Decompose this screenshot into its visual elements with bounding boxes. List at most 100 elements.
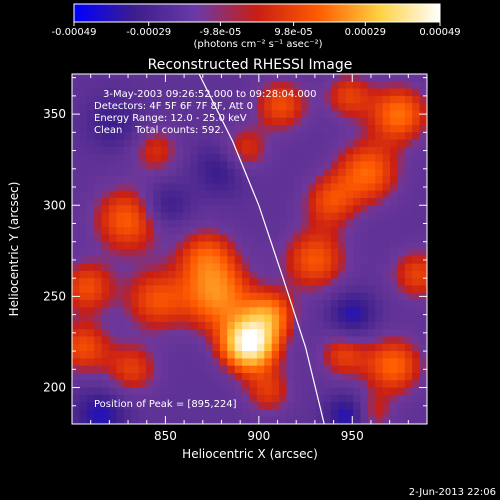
heatmap-cell — [382, 117, 391, 126]
heatmap-cell — [242, 285, 251, 294]
heatmap-cell — [345, 343, 354, 352]
heatmap-cell — [256, 307, 265, 316]
heatmap-cell — [94, 307, 103, 316]
heatmap-cell — [234, 387, 243, 396]
heatmap-cell — [212, 168, 221, 177]
heatmap-cell — [219, 154, 228, 163]
heatmap-cell — [404, 95, 413, 104]
heatmap-cell — [101, 358, 110, 367]
heatmap-cell — [145, 241, 154, 250]
heatmap-cell — [316, 241, 325, 250]
heatmap-cell — [390, 351, 399, 359]
heatmap-cell — [256, 372, 265, 381]
heatmap-cell — [360, 256, 369, 265]
heatmap-cell — [205, 285, 214, 294]
heatmap-cell — [212, 110, 221, 119]
heatmap-cell — [212, 387, 221, 396]
heatmap-cell — [160, 256, 169, 265]
chart-title: Reconstructed RHESSI Image — [148, 57, 353, 73]
heatmap-cell — [293, 176, 302, 184]
heatmap-cell — [390, 394, 399, 403]
heatmap-cell — [353, 95, 362, 104]
heatmap-cell — [338, 263, 347, 272]
heatmap-cell — [249, 205, 258, 214]
heatmap-cell — [242, 394, 251, 403]
heatmap-cell — [219, 146, 228, 155]
heatmap-cell — [175, 380, 184, 389]
heatmap-cell — [108, 402, 117, 411]
heatmap-cell — [94, 343, 103, 352]
heatmap-cell — [219, 300, 228, 308]
heatmap-cell — [338, 212, 347, 221]
heatmap-cell — [219, 409, 228, 418]
heatmap-cell — [264, 212, 273, 221]
heatmap-cell — [175, 321, 184, 330]
heatmap-cell — [131, 314, 140, 323]
heatmap-cell — [197, 387, 206, 396]
heatmap-cell — [227, 103, 236, 112]
heatmap-cell — [249, 263, 258, 272]
heatmap-cell — [330, 227, 339, 236]
heatmap-cell — [316, 314, 325, 323]
heatmap-cell — [197, 416, 206, 424]
heatmap-cell — [197, 132, 206, 141]
heatmap-cell — [101, 307, 110, 316]
heatmap-cell — [219, 219, 228, 228]
heatmap-cell — [123, 351, 132, 359]
heatmap-cell — [323, 139, 332, 148]
heatmap-cell — [227, 139, 236, 148]
heatmap-cell — [345, 205, 354, 214]
heatmap-cell — [367, 132, 376, 141]
heatmap-cell — [94, 183, 103, 192]
heatmap-cell — [308, 117, 317, 126]
heatmap-cell — [175, 394, 184, 403]
heatmap-cell — [390, 380, 399, 389]
heatmap-cell — [138, 132, 147, 141]
heatmap-cell — [249, 190, 258, 199]
heatmap-cell — [264, 343, 273, 352]
heatmap-cell — [419, 372, 427, 381]
heatmap-cell — [138, 387, 147, 396]
heatmap-cell — [131, 190, 140, 199]
heatmap-cell — [212, 154, 221, 163]
heatmap-cell — [404, 278, 413, 287]
heatmap-cell — [286, 88, 295, 97]
heatmap-cell — [131, 329, 140, 338]
heatmap-cell — [234, 168, 243, 177]
heatmap-cell — [153, 249, 162, 257]
heatmap-cell — [108, 321, 117, 330]
heatmap-cell — [323, 88, 332, 97]
heatmap-cell — [168, 74, 177, 82]
heatmap-cell — [397, 95, 406, 104]
heatmap-cell — [94, 176, 103, 184]
heatmap-cell — [367, 117, 376, 126]
heatmap-cell — [353, 139, 362, 148]
heatmap-cell — [160, 321, 169, 330]
heatmap-cell — [116, 307, 125, 316]
heatmap-cell — [138, 416, 147, 424]
heatmap-cell — [101, 154, 110, 163]
heatmap-cell — [390, 300, 399, 308]
heatmap-cell — [390, 256, 399, 265]
heatmap-cell — [286, 329, 295, 338]
heatmap-cell — [234, 161, 243, 170]
heatmap-cell — [227, 278, 236, 287]
heatmap-cell — [101, 234, 110, 243]
heatmap-cell — [316, 125, 325, 133]
heatmap-cell — [397, 402, 406, 411]
heatmap-cell — [286, 219, 295, 228]
heatmap-cell — [390, 285, 399, 294]
heatmap-cell — [293, 409, 302, 418]
heatmap-cell — [168, 234, 177, 243]
heatmap-cell — [256, 74, 265, 82]
heatmap-cell — [375, 219, 384, 228]
heatmap-cell — [264, 241, 273, 250]
heatmap-cell — [168, 154, 177, 163]
heatmap-cell — [338, 394, 347, 403]
heatmap-cell — [271, 249, 280, 257]
heatmap-cell — [419, 285, 427, 294]
heatmap-cell — [308, 343, 317, 352]
heatmap-cell — [412, 190, 421, 199]
heatmap-cell — [123, 336, 132, 345]
heatmap-cell — [404, 358, 413, 367]
